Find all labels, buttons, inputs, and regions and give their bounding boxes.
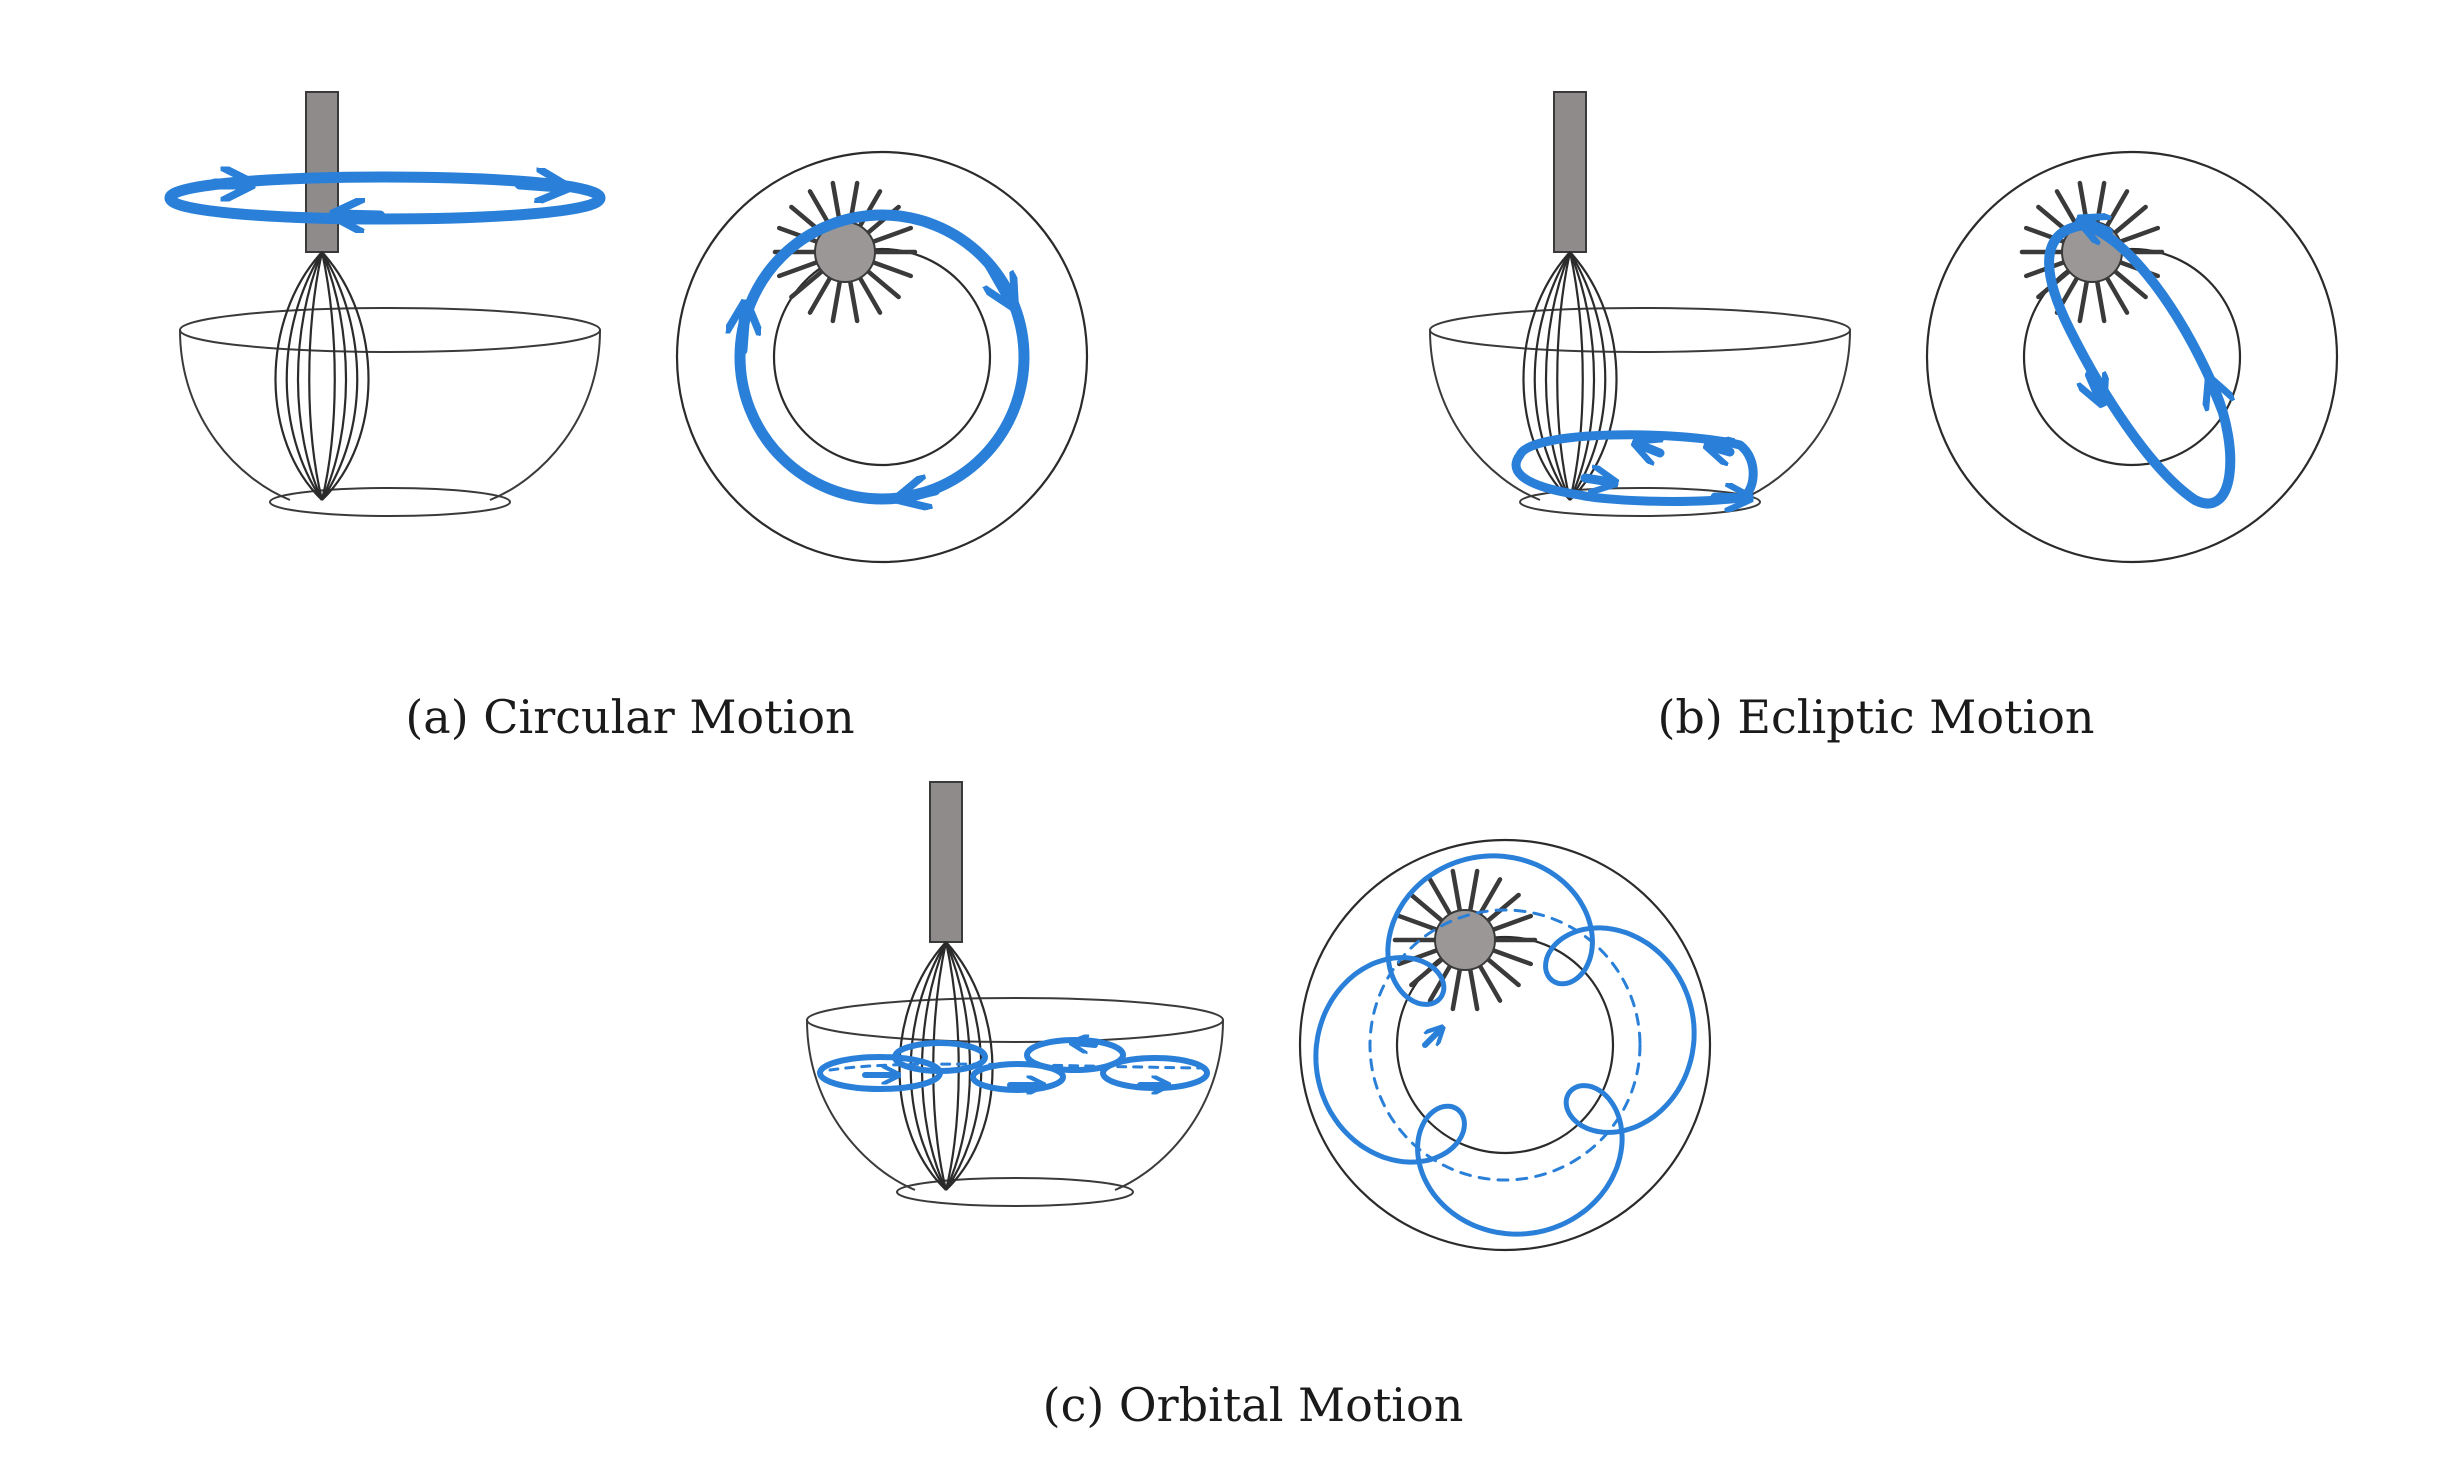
bowl-icon [806,997,1224,1207]
circular-motion-path-top [740,209,1030,499]
caption-c: (c) Orbital Motion [1042,1378,1464,1432]
whisk-icon [1522,91,1618,501]
panel-c-top-view [1298,838,1712,1252]
caption-a: (a) Circular Motion [405,690,855,744]
caption-b: (b) Ecliptic Motion [1657,690,2095,744]
ecliptic-motion-path [1511,430,1758,502]
panel-c [806,781,1712,1252]
bowl-icon [1429,307,1851,517]
bowl-top-base [1395,935,1615,1155]
circular-motion-path [164,177,606,219]
bowl-top-rim [675,150,1089,564]
panel-b-side-view [1429,91,1851,517]
whisk-top-icon [2019,180,2165,324]
bowl-top-rim [1925,150,2339,564]
bowl-top-base [2022,247,2242,467]
whisk-icon [274,91,370,501]
panel-a-top-view [675,150,1089,564]
whisk-top-icon [772,180,918,324]
ecliptic-motion-path-top [2044,222,2236,509]
orbital-motion-path [817,1040,1210,1090]
panel-b-top-view [1925,150,2339,564]
panel-a [164,91,1089,564]
panel-a-side-view [164,91,606,517]
panel-c-side-view [806,781,1224,1207]
whisk-top-icon [1392,868,1538,1012]
bowl-icon [179,307,601,517]
orbital-motion-path-top [1313,853,1697,1237]
panel-b [1429,91,2339,564]
whisk-icon [898,781,994,1191]
bowl-top-rim [1298,838,1712,1252]
bowl-top-base [772,247,992,467]
